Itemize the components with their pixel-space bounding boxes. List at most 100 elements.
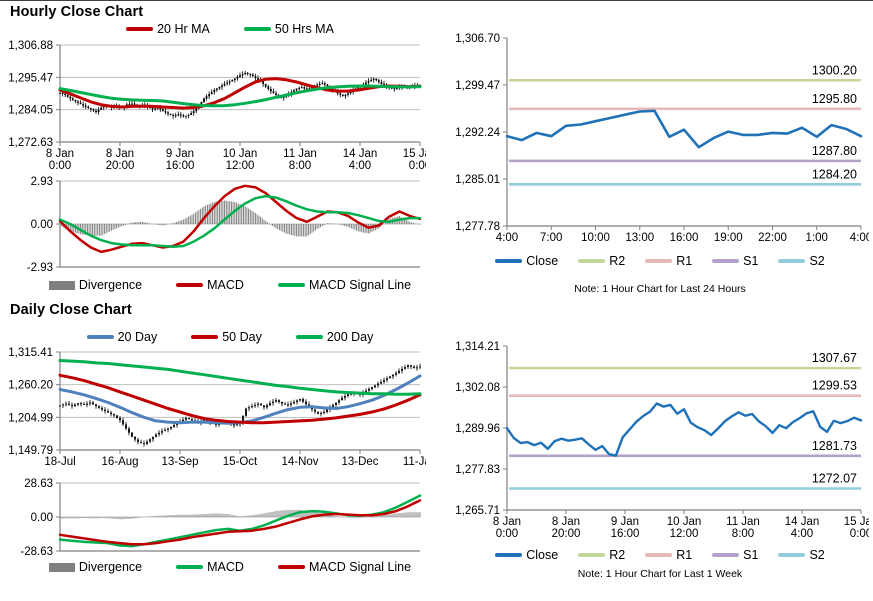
legend-swatch-icon [48,280,75,290]
svg-text:0:00: 0:00 [49,160,71,172]
legend-label: S1 [743,254,759,268]
svg-text:1,289.96: 1,289.96 [455,423,500,435]
svg-text:12:00: 12:00 [670,528,699,540]
legend-item-s1: S1 [712,548,758,562]
svg-text:16:00: 16:00 [166,160,195,172]
legend-swatch-icon [495,259,523,263]
svg-text:1,284.05: 1,284.05 [8,105,53,117]
svg-text:-2.93: -2.93 [27,262,53,272]
legend-item-s1: S1 [712,254,758,268]
legend-swatch-icon [645,553,673,557]
hourly-pivot-note: Note: 1 Hour Chart for Last 24 Hours [574,283,746,295]
svg-text:13-Sep: 13-Sep [161,456,198,468]
svg-text:9 Jan: 9 Jan [166,148,194,160]
legend-swatch-icon [243,27,271,31]
hourly-price-legend: 20 Hr MA 50 Hrs MA [40,22,420,36]
legend-item-divergence: Divergence [48,560,143,574]
hourly-macd-svg: 2.93 0.00 -2.93 [27,176,422,272]
legend-swatch-icon [778,259,806,263]
legend-item-r2: R2 [578,548,625,562]
svg-text:16:00: 16:00 [670,232,699,244]
legend-swatch-icon [176,283,204,287]
svg-text:1307.67: 1307.67 [812,351,857,365]
svg-text:1,302.08: 1,302.08 [455,382,500,394]
legend-label: MACD Signal Line [308,560,412,574]
legend-swatch-icon [191,335,219,339]
svg-text:4:00: 4:00 [349,160,371,172]
svg-text:19:00: 19:00 [714,232,743,244]
legend-swatch-icon [712,553,740,557]
legend-item-200-day: 200 Day [295,330,373,344]
svg-text:20:00: 20:00 [552,528,581,540]
legend-swatch-icon [176,565,204,569]
legend-item-macd: MACD [176,278,244,292]
svg-text:16:00: 16:00 [611,528,640,540]
legend-label: Close [526,548,559,562]
legend-item-r1: R1 [645,254,692,268]
svg-text:1,277.83: 1,277.83 [455,464,500,476]
svg-text:1281.73: 1281.73 [812,439,857,453]
legend-swatch-icon [578,259,606,263]
svg-text:1299.53: 1299.53 [812,379,857,393]
svg-text:1:00: 1:00 [806,232,828,244]
legend-item-close: Close [495,254,558,268]
svg-text:10 Jan: 10 Jan [223,148,258,160]
legend-item-macd-signal-line: MACD Signal Line [277,560,412,574]
svg-text:2.93: 2.93 [31,176,53,188]
daily-pivot-note: Note: 1 Hour Chart for Last 1 Week [577,568,743,580]
legend-label: 20 Hr MA [157,22,210,36]
hourly-pivot-legend: Close R2 R1 S1 S2 [465,254,855,268]
legend-label: Divergence [78,278,143,292]
svg-text:22:00: 22:00 [758,232,787,244]
svg-text:1,285.01: 1,285.01 [455,174,500,186]
hourly-macd-legend: Divergence MACD MACD Signal Line [40,278,420,292]
svg-text:1,277.78: 1,277.78 [455,221,500,233]
svg-text:4:00: 4:00 [496,232,518,244]
legend-label: 50 Day [222,330,262,344]
svg-text:20:00: 20:00 [106,160,135,172]
svg-text:1,295.47: 1,295.47 [8,72,53,84]
svg-text:1,149.79: 1,149.79 [8,445,53,457]
svg-text:1272.07: 1272.07 [812,471,857,485]
legend-swatch-icon [712,259,740,263]
svg-text:0:00: 0:00 [496,528,518,540]
svg-text:8 Jan: 8 Jan [106,148,134,160]
svg-text:4:00: 4:00 [791,528,813,540]
legend-label: S1 [743,548,759,562]
legend-item-20-day: 20 Day [86,330,157,344]
legend-item-close: Close [495,548,558,562]
legend-swatch-icon [48,562,75,572]
svg-text:1,299.47: 1,299.47 [455,80,500,92]
svg-text:13-Dec: 13-Dec [341,456,378,468]
svg-text:-28.63: -28.63 [20,546,53,556]
svg-text:8 Jan: 8 Jan [552,516,580,528]
legend-item-50-hrs-ma: 50 Hrs MA [243,22,334,36]
svg-text:18-Jul: 18-Jul [44,456,75,468]
legend-label: R1 [676,254,693,268]
legend-label: Divergence [78,560,143,574]
svg-text:7:00: 7:00 [540,232,562,244]
legend-label: Close [526,254,559,268]
hourly-section-title: Hourly Close Chart [10,4,144,20]
legend-label: MACD [207,560,244,574]
legend-swatch-icon [645,259,673,263]
svg-text:11 Jan: 11 Jan [726,516,760,528]
svg-text:1300.20: 1300.20 [812,63,857,77]
svg-text:14 Jan: 14 Jan [343,148,378,160]
svg-text:15 Jan: 15 Jan [844,516,869,528]
legend-label: MACD [207,278,244,292]
svg-text:1,306.70: 1,306.70 [455,33,500,45]
legend-label: R2 [609,548,626,562]
svg-text:1,260.20: 1,260.20 [8,380,53,392]
daily-section-title: Daily Close Chart [10,302,132,318]
bottom-divider [0,0,873,1]
svg-text:15 Jan: 15 Jan [403,148,426,160]
legend-swatch-icon [277,565,305,569]
svg-text:4:00: 4:00 [850,232,869,244]
legend-label: R1 [676,548,693,562]
svg-text:28.63: 28.63 [24,478,53,490]
svg-text:0.00: 0.00 [31,512,53,524]
svg-text:0.00: 0.00 [31,219,53,231]
daily-price-legend: 20 Day 50 Day 200 Day [40,330,420,344]
